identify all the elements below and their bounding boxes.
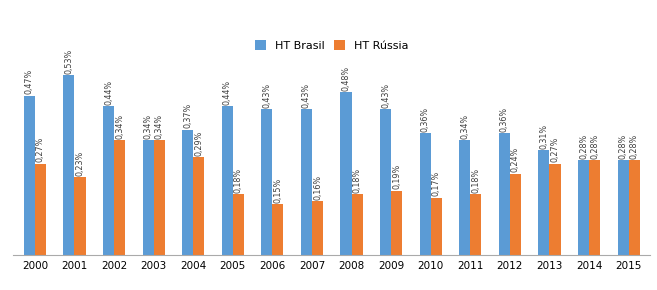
Bar [233,194,244,255]
Bar [459,140,470,255]
Text: 0,24%: 0,24% [511,147,520,173]
Text: 0,27%: 0,27% [36,137,45,162]
Text: 0,34%: 0,34% [154,113,164,139]
Text: 0,23%: 0,23% [76,151,85,176]
Bar [143,140,154,255]
Text: 0,43%: 0,43% [262,83,271,108]
Text: 0,34%: 0,34% [115,113,124,139]
Text: 0,48%: 0,48% [342,66,351,91]
Text: 0,27%: 0,27% [551,137,560,162]
Bar [431,197,442,255]
Text: 0,34%: 0,34% [461,113,469,139]
Text: 0,43%: 0,43% [381,83,390,108]
Bar [193,157,204,255]
Text: 0,29%: 0,29% [194,130,203,155]
Text: 0,43%: 0,43% [302,83,311,108]
Bar [538,150,549,255]
Bar [340,93,351,255]
Text: 0,36%: 0,36% [420,107,430,132]
Text: 0,16%: 0,16% [313,175,322,200]
Bar [301,109,312,255]
Bar [351,194,363,255]
Bar [273,204,283,255]
Bar [578,160,589,255]
Text: 0,18%: 0,18% [234,168,243,193]
Bar [618,160,629,255]
Bar [420,133,431,255]
Text: 0,18%: 0,18% [471,168,480,193]
Bar [380,109,391,255]
Bar [64,75,74,255]
Bar [499,133,510,255]
Text: 0,37%: 0,37% [183,103,193,128]
Text: 0,28%: 0,28% [579,134,588,159]
Bar [74,177,85,255]
Bar [182,130,193,255]
Bar [470,194,482,255]
Text: 0,28%: 0,28% [629,134,639,159]
Bar [510,174,521,255]
Bar [222,106,233,255]
Text: 0,17%: 0,17% [432,171,441,196]
Bar [154,140,165,255]
Text: 0,47%: 0,47% [25,69,34,95]
Text: 0,28%: 0,28% [590,134,599,159]
Bar [312,201,323,255]
Text: 0,44%: 0,44% [104,79,113,105]
Bar [391,191,402,255]
Legend: HT Brasil, HT Rússia: HT Brasil, HT Rússia [255,40,409,51]
Bar [261,109,273,255]
Text: 0,36%: 0,36% [500,107,509,132]
Text: 0,53%: 0,53% [64,49,74,74]
Bar [549,164,560,255]
Text: 0,34%: 0,34% [144,113,152,139]
Text: 0,28%: 0,28% [619,134,627,159]
Bar [589,160,600,255]
Text: 0,19%: 0,19% [392,164,401,189]
Bar [629,160,640,255]
Text: 0,44%: 0,44% [223,79,232,105]
Text: 0,18%: 0,18% [353,168,361,193]
Text: 0,31%: 0,31% [539,124,549,149]
Bar [103,106,114,255]
Bar [35,164,46,255]
Text: 0,15%: 0,15% [273,178,283,203]
Bar [24,96,35,255]
Bar [114,140,125,255]
